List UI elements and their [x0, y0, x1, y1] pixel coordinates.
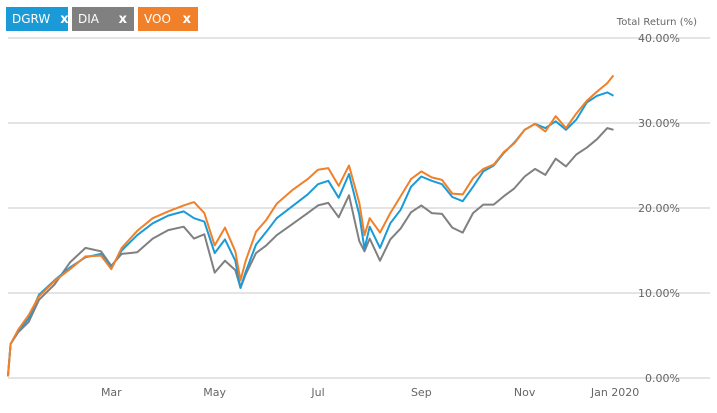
y-axis-title: Total Return (%)	[616, 17, 697, 28]
x-tick-label: Jan 2020	[590, 386, 639, 399]
y-tick-label: 10.00%	[638, 287, 680, 300]
remove-series-icon[interactable]: x	[60, 11, 69, 27]
x-tick-label: May	[203, 386, 226, 399]
legend-tag-label: VOO	[144, 12, 171, 26]
series-line-dgrw	[7, 91, 614, 376]
x-tick-label: Sep	[411, 386, 432, 399]
x-tick-label: Jul	[310, 386, 324, 399]
x-tick-label: Mar	[101, 386, 122, 399]
legend-tag-dia[interactable]: DIA x	[72, 7, 134, 31]
remove-series-icon[interactable]: x	[118, 11, 127, 27]
legend-tags: DGRW x DIA x VOO x	[6, 7, 198, 31]
y-tick-label: 20.00%	[638, 202, 680, 215]
series-line-voo	[7, 74, 615, 377]
legend-tag-voo[interactable]: VOO x	[138, 7, 198, 31]
remove-series-icon[interactable]: x	[182, 11, 191, 27]
y-tick-label: 30.00%	[638, 117, 680, 130]
y-tick-label: 40.00%	[638, 32, 680, 45]
y-tick-label: 0.00%	[645, 372, 680, 385]
legend-tag-label: DIA	[78, 12, 99, 26]
legend-tag-dgrw[interactable]: DGRW x	[6, 7, 69, 31]
series-line-dia	[7, 127, 614, 377]
x-tick-label: Nov	[514, 386, 536, 399]
legend-tag-label: DGRW	[12, 12, 51, 26]
